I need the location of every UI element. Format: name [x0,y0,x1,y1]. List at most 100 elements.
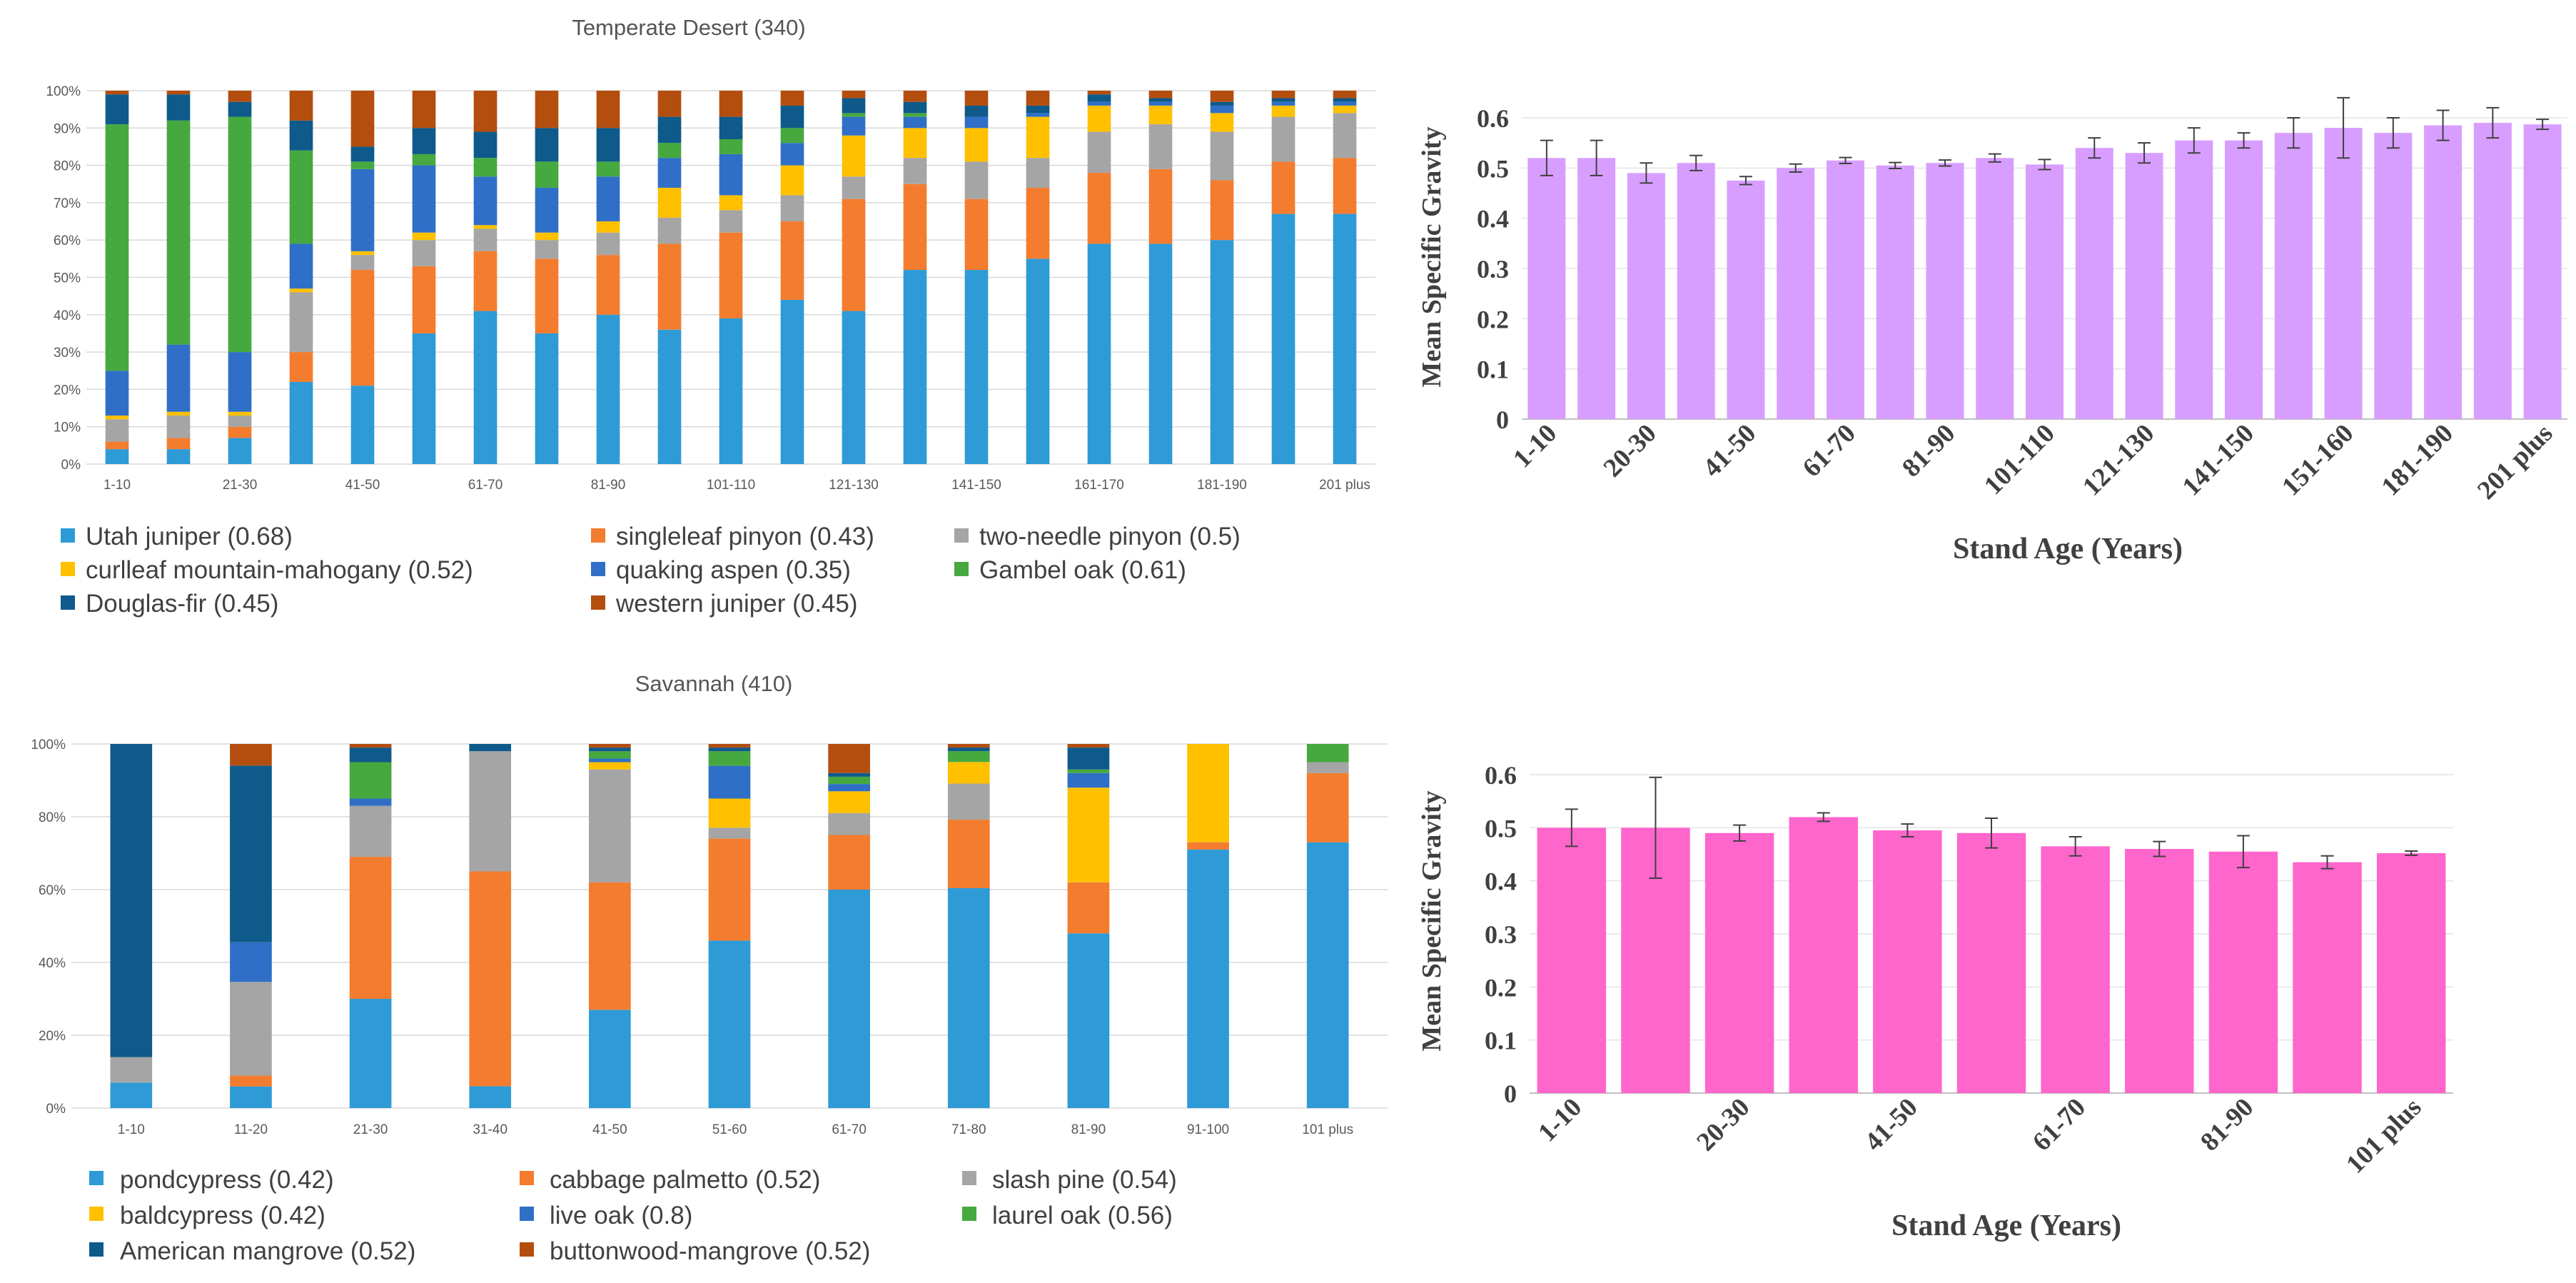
bar-segment [469,1086,512,1108]
bar-segment [828,812,870,835]
bar-segment [1087,243,1111,464]
bar-segment [1210,131,1234,181]
x-tick-label: 101-110 [707,478,755,493]
legend-swatch [61,528,75,543]
bar-segment [596,255,620,315]
legend-swatch [61,562,75,576]
bar-segment [842,311,866,464]
bar-segment [289,381,313,464]
bar-segment [1187,849,1229,1108]
x-tick-label: 1-10 [1507,418,1562,473]
bar-segment [842,176,866,199]
legend-swatch [89,1171,103,1185]
bar-segment [708,765,751,799]
bar-segment [110,1082,153,1108]
bar-segment [1333,91,1357,99]
legend-label: buttonwood-mangrove (0.52) [550,1237,870,1265]
bar-segment [719,232,743,319]
bar-segment [230,942,272,982]
bar-segment [350,146,375,162]
y-axis-title-bottom-right: Mean Specific Gravity [1417,790,1447,1051]
bar-segment [1187,744,1229,842]
y-tick-label: 0.3 [1477,255,1509,283]
bar-segment [166,120,191,345]
bar-segment [1271,213,1295,464]
bar [1826,160,1864,420]
bar [2374,133,2413,419]
y-tick-label: 0% [46,1102,66,1117]
bar-segment [1271,101,1295,106]
bar-segment [780,299,804,464]
x-tick-label: 81-90 [1071,1122,1106,1137]
bar-segment [1067,773,1110,788]
bar-segment [828,791,870,813]
bar-segment [903,91,927,102]
x-tick-label: 31-40 [473,1122,507,1137]
y-tick-label: 100% [31,738,66,753]
bar-segment [1333,213,1357,464]
bar [2041,846,2110,1093]
bar-segment [473,91,497,132]
bar-segment [230,982,272,1076]
bar-segment [719,318,743,464]
bar [1956,832,2026,1093]
bar [2376,853,2446,1093]
x-tick-label: 151-160 [2276,418,2359,501]
bar-segment [1333,105,1357,114]
legend-label: slash pine (0.54) [992,1166,1177,1194]
bar-segment [166,94,191,121]
bar [1677,163,1715,420]
x-tick-label: 51-60 [712,1122,747,1137]
y-tick-label: 0.5 [1477,154,1509,183]
legend-label: Douglas-fir (0.45) [86,590,278,618]
bar-segment [228,411,252,416]
bar-segment [589,1010,631,1108]
bar [2225,140,2263,419]
bar-segment [105,449,129,464]
x-tick-label: 161-170 [1074,478,1124,493]
bar [1704,832,1774,1093]
x-tick-label: 181-190 [2376,418,2459,501]
bar-segment [947,751,990,763]
bar-segment [719,116,743,139]
bar-segment [350,161,375,169]
bar-segment [1148,105,1173,125]
bar-segment [535,240,559,259]
legend-swatch [520,1242,534,1257]
bar-segment [596,91,620,129]
bar-segment [1148,91,1173,99]
x-tick-label: 11-20 [234,1122,268,1137]
bar-segment [596,128,620,162]
bar-segment [657,243,682,330]
bar-segment [469,751,512,872]
bar-segment [349,748,392,763]
y-tick-label: 0.4 [1485,867,1517,896]
bar-segment [1333,113,1357,159]
bar-segment [780,91,804,106]
bar-segment [350,270,375,386]
bar-segment [657,143,682,159]
bar-segment [230,1075,272,1087]
bar-segment [708,798,751,828]
y-tick-label: 80% [39,810,66,825]
y-tick-label: 20% [54,383,81,398]
bar-segment [1026,158,1050,188]
x-tick-label: 121-130 [829,478,879,493]
bar-segment [1271,98,1295,102]
bar-segment [719,154,743,196]
bar-segment [1067,788,1110,882]
bar-segment [228,438,252,464]
bar-segment [473,131,497,159]
x-axis-title-top-right: Stand Age (Years) [1953,533,2183,565]
y-tick-label: 70% [54,196,81,211]
x-tick-label: 101 plus [1302,1122,1353,1137]
x-tick-label: 101 plus [2340,1092,2427,1179]
bar-segment [1210,101,1234,106]
bar-segment [105,441,129,450]
bar-segment [828,784,870,792]
bar-segment [228,101,252,117]
bar-segment [1333,98,1357,102]
bar-segment [708,748,751,752]
bar-segment [596,232,620,256]
